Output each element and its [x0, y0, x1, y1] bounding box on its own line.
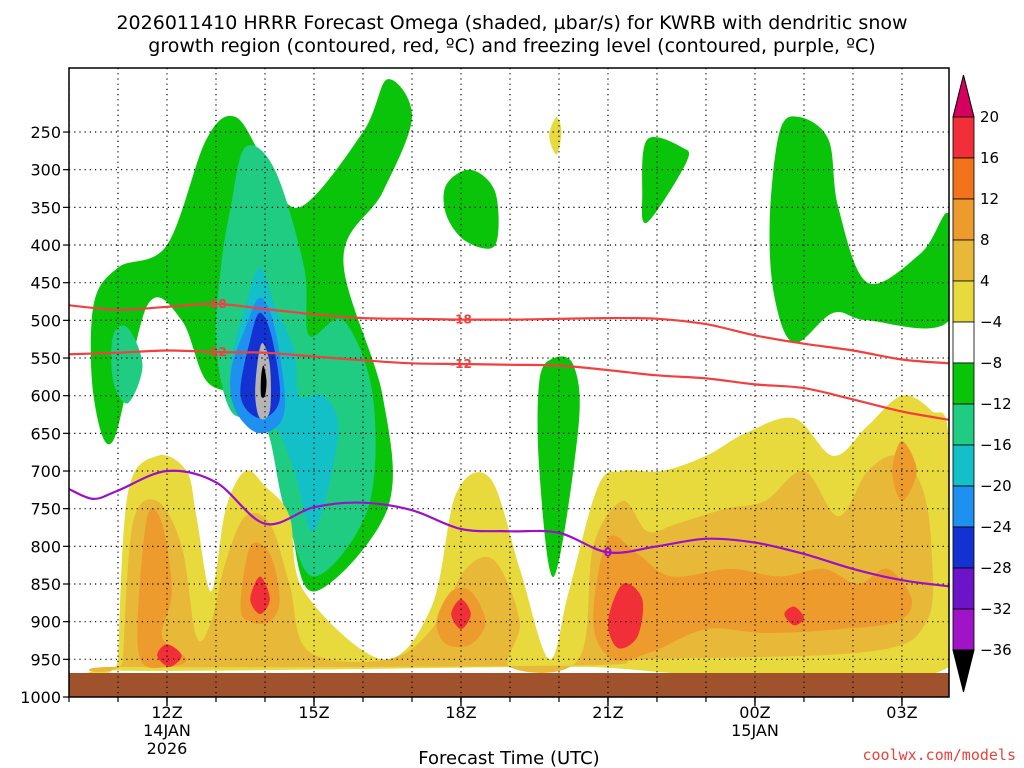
plot-frame	[68, 67, 950, 698]
x-tick-label: 18Z	[445, 703, 476, 722]
colorbar-segment	[952, 362, 975, 405]
y-tick-label: 750	[30, 500, 61, 519]
contour-label: 0	[604, 545, 612, 559]
colorbar-label: −12	[980, 395, 1012, 413]
y-tick-label: 250	[30, 123, 61, 142]
y-tick-label: 700	[30, 462, 61, 481]
contour-label: -12	[450, 357, 472, 371]
omega-shading	[86, 79, 949, 684]
gridlines	[69, 68, 949, 697]
y-tick-label: 650	[30, 424, 61, 443]
x-tick-label: 15Z	[298, 703, 329, 722]
colorbar-segment	[952, 403, 975, 446]
omega-region-11	[260, 365, 267, 398]
y-tick-label: 350	[30, 198, 61, 217]
omega-region-14	[137, 508, 187, 669]
colorbar-label: −32	[980, 600, 1012, 618]
x-tick-date: 14JAN	[143, 721, 191, 740]
omega-region-17	[593, 535, 913, 661]
contour-line-0	[69, 302, 949, 365]
x-axis-label: Forecast Time (UTC)	[418, 748, 599, 768]
y-tick-label: 800	[30, 537, 61, 556]
chart-title-line2: growth region (contoured, red, ºC) and f…	[148, 35, 875, 57]
ground-layer	[69, 673, 949, 697]
contour-line-1	[69, 349, 949, 421]
colorbar-label: −20	[980, 477, 1012, 495]
colorbar-segment	[952, 280, 975, 323]
omega-region-6	[111, 325, 143, 404]
x-tick-date: 15JAN	[731, 721, 779, 740]
colorbar-segment	[952, 567, 975, 610]
y-tick-label: 400	[30, 236, 61, 255]
omega-region-22	[607, 583, 644, 649]
contour-label: -18	[450, 313, 472, 327]
y-axis: 250 300 350 400 450 500 550 600 650 700 750 800 850 9…	[20, 123, 69, 707]
colorbar-label: 8	[980, 231, 990, 249]
colorbar-label: −16	[980, 436, 1012, 454]
colorbar-label: −4	[980, 313, 1002, 331]
y-tick-label: 500	[30, 311, 61, 330]
colorbar-segment	[952, 321, 975, 364]
colorbar-label: −28	[980, 559, 1012, 577]
colorbar-segment	[952, 608, 975, 651]
colorbar-segment	[952, 526, 975, 569]
colorbar-label: 20	[980, 108, 999, 126]
colorbar-segment	[952, 444, 975, 487]
y-tick-label: 1000	[20, 688, 61, 707]
colorbar-label: −36	[980, 641, 1012, 659]
y-tick-label: 550	[30, 349, 61, 368]
isotherm-contours: -18 -18 -12 -12 0	[69, 297, 949, 588]
omega-region-1	[443, 169, 499, 249]
omega-region-19	[157, 644, 182, 667]
colorbar-label: 4	[980, 272, 990, 290]
colorbar-segment	[952, 157, 975, 200]
y-tick-label: 900	[30, 613, 61, 632]
y-tick-label: 600	[30, 387, 61, 406]
x-tick-label: 12Z	[151, 703, 182, 722]
colorbar-bottom-arrow	[952, 649, 975, 693]
y-tick-label: 850	[30, 575, 61, 594]
watermark: coolwx.com/models	[862, 746, 1016, 764]
colorbar-segment	[952, 239, 975, 282]
omega-region-2	[537, 356, 580, 577]
colorbar-label: −8	[980, 354, 1002, 372]
omega-region-24	[549, 116, 562, 155]
x-tick-label: 00Z	[739, 703, 770, 722]
colorbar-segment	[952, 198, 975, 241]
x-tick-label: 21Z	[592, 703, 623, 722]
x-tick-label: 03Z	[886, 703, 917, 722]
colorbar-top-arrow	[952, 74, 975, 118]
colorbar: 20 16 12 8 4 −4 −8 −12 −16 −20 −24 −28 −32 −36	[952, 74, 1012, 693]
colorbar-segment	[952, 116, 975, 159]
contour-line-2	[69, 469, 949, 588]
x-tick-year: 2026	[147, 739, 188, 758]
colorbar-label: −24	[980, 518, 1012, 536]
contour-label: -12	[205, 345, 227, 359]
omega-region-3	[641, 137, 690, 224]
chart-title-line1: 2026011410 HRRR Forecast Omega (shaded, …	[116, 12, 907, 34]
contour-label: -18	[205, 297, 227, 311]
y-tick-label: 300	[30, 161, 61, 180]
colorbar-label: 16	[980, 149, 999, 167]
omega-region-18	[892, 440, 917, 502]
y-tick-label: 450	[30, 274, 61, 293]
colorbar-segment	[952, 485, 975, 528]
omega-region-23	[784, 606, 804, 626]
colorbar-label: 12	[980, 190, 999, 208]
y-tick-label: 950	[30, 650, 61, 669]
omega-region-4	[769, 116, 949, 344]
